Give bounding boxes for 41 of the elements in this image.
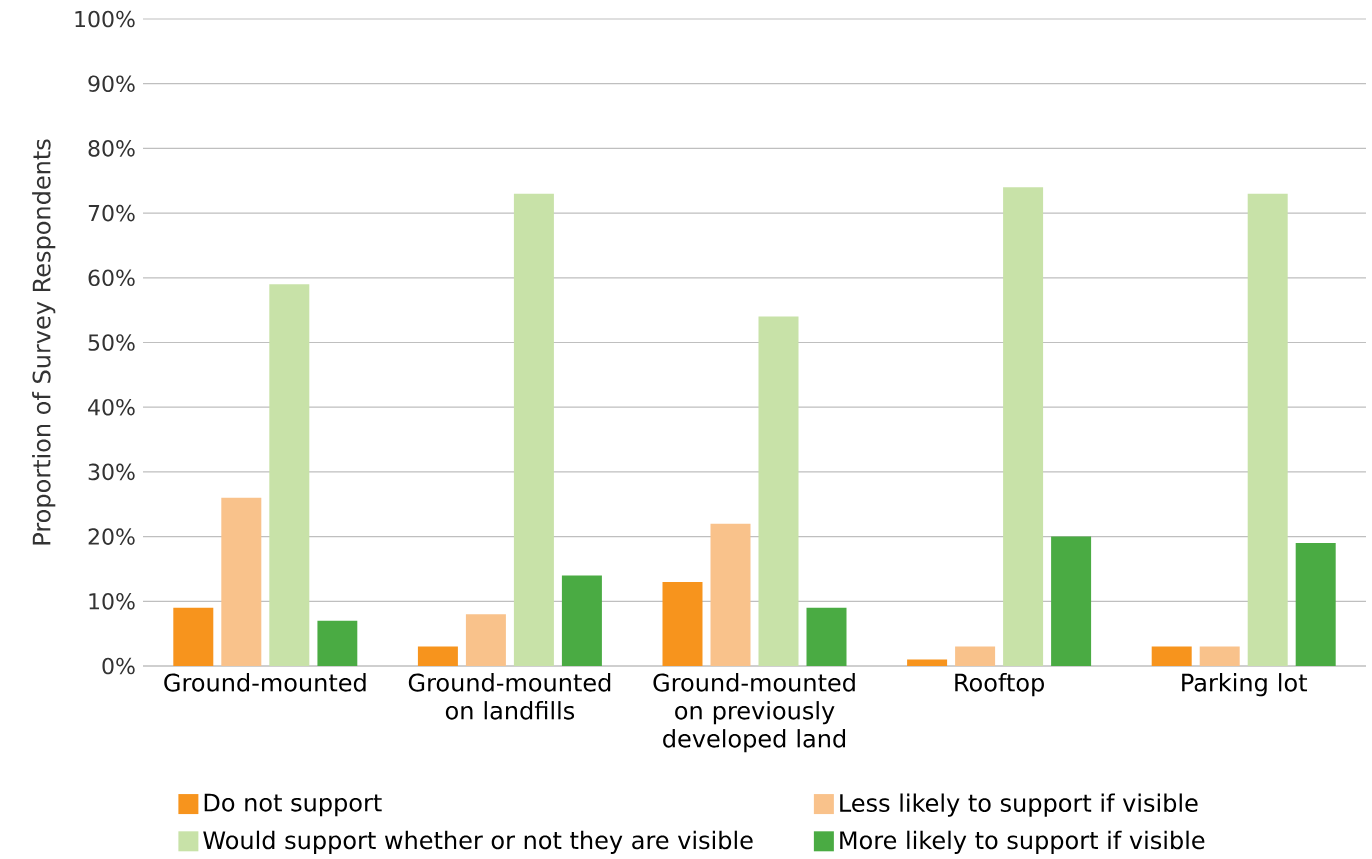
x-tick-label: Ground-mounted on previously developed land <box>653 673 855 753</box>
bar <box>1003 187 1044 666</box>
bar <box>513 193 554 666</box>
y-axis-title: Proportion of Survey Respondents <box>32 139 56 545</box>
bar <box>1151 646 1192 666</box>
bar <box>662 581 703 666</box>
y-tick-label: 90% <box>88 75 135 93</box>
bar <box>417 646 458 666</box>
bar <box>269 284 310 666</box>
y-tick-label: 80% <box>88 140 135 157</box>
bar <box>1295 543 1336 666</box>
x-tick-label: Rooftop <box>955 673 1044 697</box>
bar <box>561 575 602 666</box>
y-tick-label: 40% <box>88 398 135 416</box>
bar <box>221 497 262 666</box>
legend-label: Do not support <box>204 793 382 817</box>
x-tick-label: Ground-mounted <box>164 673 366 692</box>
bar <box>758 316 799 666</box>
legend-label: More likely to support if visible <box>840 830 1205 854</box>
y-tick-label: 70% <box>88 204 135 222</box>
bar <box>710 523 751 666</box>
y-tick-label: 20% <box>88 528 135 545</box>
legend-label: Less likely to support if visible <box>840 793 1198 817</box>
bar <box>317 620 358 666</box>
y-tick-label: 50% <box>88 334 135 351</box>
bar <box>907 659 948 666</box>
y-tick-label: 100% <box>75 10 135 28</box>
bar <box>1199 646 1240 666</box>
y-tick-label: 60% <box>88 269 135 287</box>
y-tick-label: 30% <box>88 463 135 481</box>
bar <box>806 607 847 666</box>
bar <box>1051 536 1092 666</box>
bar <box>955 646 996 666</box>
bar <box>173 607 214 666</box>
y-tick-label: 0% <box>102 657 135 675</box>
legend-label: Would support whether or not they are visible <box>203 830 753 854</box>
x-tick-label: Parking lot <box>1182 673 1308 697</box>
bar <box>1247 193 1288 666</box>
bar <box>465 614 506 666</box>
x-tick-label: Ground-mounted on landfills <box>408 673 611 720</box>
y-tick-label: 10% <box>89 593 135 610</box>
